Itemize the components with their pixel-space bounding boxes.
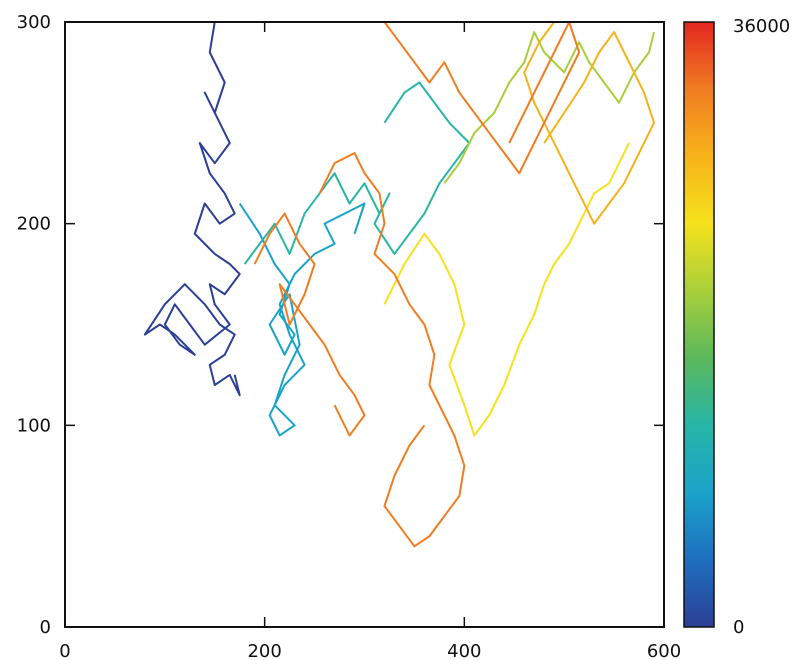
y-tick-label-300: 300 bbox=[17, 12, 51, 33]
colorbar bbox=[683, 21, 715, 628]
colorbar-max-label: 36000 bbox=[733, 16, 790, 37]
trajectory-series-4 bbox=[443, 31, 655, 184]
trajectory-series-3 bbox=[243, 81, 471, 265]
axis-ticks: 0 200 400 600 0 100 200 300 bbox=[17, 12, 682, 660]
x-tick-label-0: 0 bbox=[59, 641, 70, 660]
trajectory-series-1 bbox=[143, 22, 241, 397]
trajectory-series-8 bbox=[318, 152, 466, 548]
trajectory-series-9 bbox=[253, 212, 366, 437]
x-tick-label-600: 600 bbox=[647, 641, 681, 660]
plot-series bbox=[143, 22, 656, 548]
y-tick-label-0: 0 bbox=[40, 617, 51, 638]
x-tick-label-400: 400 bbox=[447, 641, 481, 660]
y-tick-label-100: 100 bbox=[17, 415, 51, 436]
trajectory-series-6 bbox=[523, 22, 656, 225]
trajectory-series-7 bbox=[383, 22, 581, 175]
trajectory-series-5 bbox=[383, 142, 630, 437]
trajectory-series-2 bbox=[238, 202, 366, 437]
x-tick-label-200: 200 bbox=[247, 641, 281, 660]
y-tick-label-200: 200 bbox=[17, 214, 51, 235]
plot-frame bbox=[64, 21, 665, 628]
colorbar-min-label: 0 bbox=[733, 617, 744, 638]
